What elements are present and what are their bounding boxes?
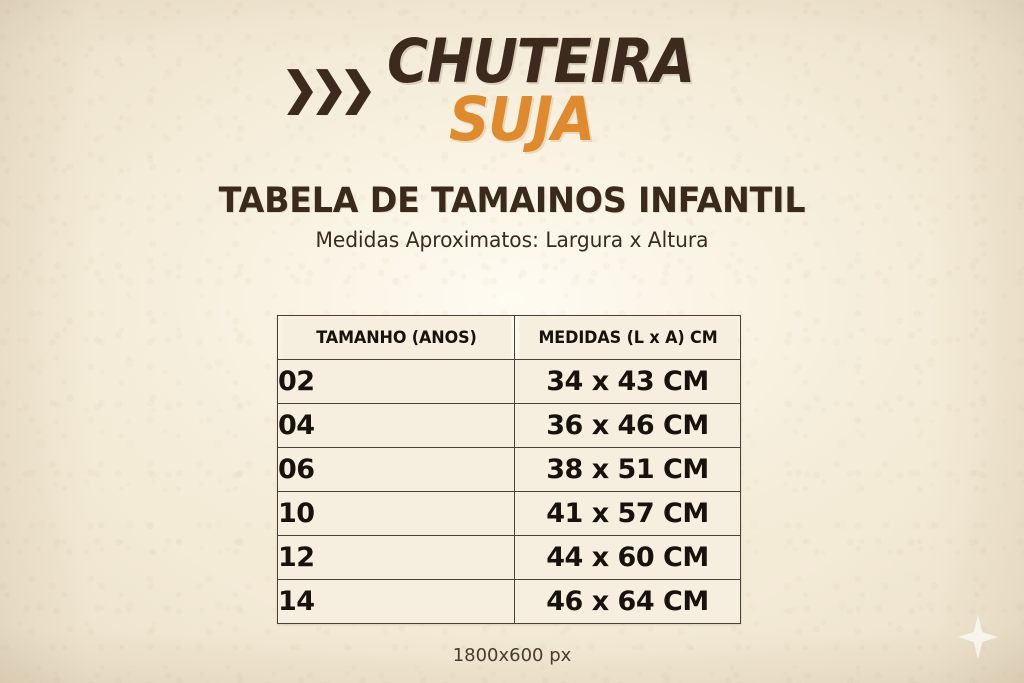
brand-word-secondary: SUJA [449, 84, 595, 156]
cell-measures: 41 x 57 CM [514, 491, 741, 536]
brand-logo-row: CHUTEIRA SUJA [287, 26, 721, 156]
page-subtitle: Medidas Aproximatos: Largura x Altura [315, 228, 709, 252]
cell-measures: 38 x 51 CM [514, 447, 741, 492]
cell-size: 04 [277, 403, 515, 448]
triple-chevron-right-icon [287, 69, 371, 116]
cell-size: 12 [277, 535, 515, 580]
column-header-measures: MEDIDAS (L x A) CM [517, 315, 738, 360]
brand-logo: CHUTEIRA SUJA [0, 30, 1024, 155]
cell-size: 06 [277, 447, 515, 492]
footer-dimensions-note: 1800x600 px [452, 645, 572, 666]
cell-size: 14 [277, 579, 515, 624]
chevron-right-icon [345, 69, 371, 116]
chevron-right-icon [287, 69, 313, 116]
cell-measures: 44 x 60 CM [514, 535, 741, 580]
cell-measures: 36 x 46 CM [514, 403, 741, 448]
page-title: TABELA DE TAMAINOS INFANTIL [218, 181, 806, 221]
table-row: 12 44 x 60 CM [277, 535, 741, 580]
brand-wordmark: CHUTEIRA SUJA [387, 26, 721, 156]
table-row: 10 41 x 57 CM [277, 491, 741, 536]
table-row: 06 38 x 51 CM [277, 447, 741, 492]
column-header-size: TAMANHO (ANOS) [280, 315, 512, 360]
table-body: 02 34 x 43 CM 04 36 x 46 CM 06 38 x 51 C… [277, 359, 741, 624]
table-header-row: TAMANHO (ANOS) MEDIDAS (L x A) CM [278, 315, 741, 360]
cell-measures: 46 x 64 CM [514, 579, 741, 624]
table-header: TAMANHO (ANOS) MEDIDAS (L x A) CM [278, 315, 741, 360]
table-row: 14 46 x 64 CM [277, 579, 741, 624]
table-row: 04 36 x 46 CM [277, 403, 741, 448]
cell-size: 10 [277, 491, 515, 536]
size-chart-table: TAMANHO (ANOS) MEDIDAS (L x A) CM 02 34 … [277, 315, 741, 624]
cell-size: 02 [277, 359, 515, 404]
table-row: 02 34 x 43 CM [277, 359, 741, 404]
brand-word-primary: CHUTEIRA [387, 26, 695, 97]
cell-measures: 34 x 43 CM [514, 359, 741, 404]
chevron-right-icon [316, 69, 342, 116]
